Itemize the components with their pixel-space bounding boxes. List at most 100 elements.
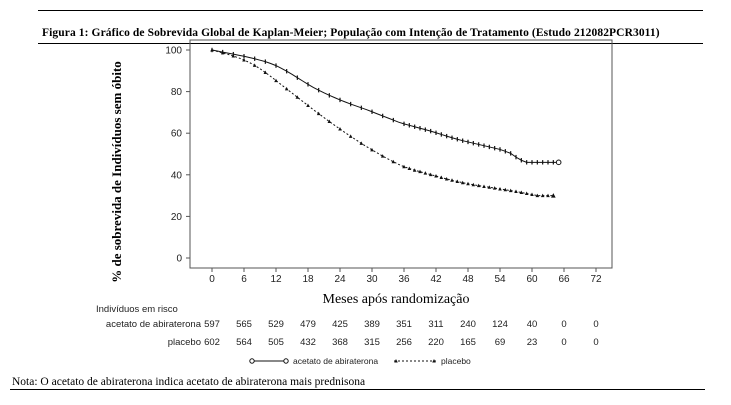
censor-mark bbox=[210, 48, 214, 52]
y-tick-label: 80 bbox=[171, 87, 183, 98]
censor-mark bbox=[220, 50, 225, 55]
censor-mark bbox=[546, 193, 550, 198]
risk-value: 0 bbox=[561, 337, 566, 348]
censor-mark bbox=[466, 181, 470, 186]
censor-mark bbox=[428, 172, 433, 177]
censor-mark bbox=[514, 189, 518, 193]
censor-mark bbox=[327, 119, 332, 124]
legend-marker bbox=[283, 358, 289, 364]
footnote: Nota: O acetato de abiraterona indica ac… bbox=[12, 376, 366, 388]
censor-mark bbox=[418, 169, 422, 174]
legend-marker bbox=[249, 358, 255, 364]
x-tick-label: 6 bbox=[241, 274, 247, 285]
title-underline bbox=[38, 43, 703, 44]
censor-mark bbox=[439, 175, 444, 180]
risk-value: 311 bbox=[428, 319, 443, 330]
x-tick-label: 24 bbox=[334, 274, 346, 285]
risk-row-label: placebo bbox=[168, 337, 201, 348]
censor-mark bbox=[455, 179, 460, 183]
placebo-curve bbox=[211, 49, 554, 197]
x-tick-label: 0 bbox=[209, 274, 215, 285]
censor-mark bbox=[524, 191, 529, 196]
x-tick-label: 48 bbox=[462, 274, 474, 285]
plot-frame bbox=[189, 39, 613, 269]
risk-value: 0 bbox=[593, 319, 598, 330]
censor-mark bbox=[242, 57, 246, 62]
risk-table: Indivíduos em risco acetato de abirateron… bbox=[96, 304, 599, 348]
censor-mark bbox=[487, 185, 492, 189]
censor-mark bbox=[338, 127, 342, 131]
x-tick-label: 66 bbox=[558, 274, 570, 285]
y-tick-label: 60 bbox=[171, 129, 183, 140]
curve-end-marker bbox=[551, 193, 556, 198]
risk-value: 315 bbox=[364, 337, 380, 348]
x-axis: 0 6 12 18 24 30 36 42 48 54 60 66 72 bbox=[209, 268, 602, 285]
censor-mark bbox=[263, 70, 268, 74]
censor-mark bbox=[535, 193, 540, 198]
risk-value: 165 bbox=[460, 337, 476, 348]
censor-mark bbox=[434, 174, 438, 178]
censor-mark bbox=[402, 164, 406, 169]
censor-mark bbox=[407, 166, 412, 171]
censor-mark bbox=[316, 111, 321, 116]
risk-value: 0 bbox=[593, 337, 598, 348]
risk-row-label: acetato de abiraterona bbox=[106, 319, 202, 330]
risk-value: 256 bbox=[396, 337, 412, 348]
x-tick-label: 54 bbox=[494, 274, 506, 285]
legend: acetato de abiraterona placebo bbox=[249, 356, 471, 366]
censor-mark bbox=[370, 147, 374, 152]
censor-mark bbox=[231, 54, 236, 58]
risk-value: 529 bbox=[268, 319, 284, 330]
risk-value: 597 bbox=[204, 319, 220, 330]
censor-mark bbox=[444, 176, 449, 181]
censor-mark bbox=[348, 134, 353, 138]
risk-value: 368 bbox=[332, 337, 348, 348]
x-tick-label: 72 bbox=[590, 274, 602, 285]
bottom-rule bbox=[10, 389, 705, 390]
censor-mark bbox=[540, 193, 545, 198]
survival-curves bbox=[210, 47, 562, 198]
censor-mark bbox=[530, 192, 534, 197]
risk-value: 432 bbox=[300, 337, 316, 348]
censor-mark bbox=[476, 183, 481, 188]
figure-title: Figura 1: Gráfico de Sobrevida Global de… bbox=[42, 27, 660, 39]
risk-value: 124 bbox=[492, 319, 508, 330]
risk-value: 505 bbox=[268, 337, 284, 348]
risk-value: 479 bbox=[300, 319, 316, 330]
censor-mark bbox=[519, 190, 524, 194]
y-tick-label: 20 bbox=[171, 212, 183, 223]
censor-mark bbox=[450, 178, 454, 182]
risk-value: 220 bbox=[428, 337, 444, 348]
y-tick-label: 40 bbox=[171, 170, 183, 181]
risk-value: 425 bbox=[332, 319, 348, 330]
censor-mark bbox=[306, 103, 310, 108]
risk-value: 565 bbox=[236, 319, 252, 330]
risk-value: 69 bbox=[495, 337, 506, 348]
y-axis: 0 20 40 60 80 100 bbox=[165, 46, 190, 265]
top-rule bbox=[38, 10, 703, 11]
risk-value: 23 bbox=[527, 337, 538, 348]
legend-label-placebo: placebo bbox=[441, 356, 471, 366]
censor-mark bbox=[252, 63, 257, 67]
risk-value: 0 bbox=[561, 319, 566, 330]
y-axis-label: % de sobrevida de Indivíduos sem óbito bbox=[109, 61, 124, 283]
censor-mark bbox=[471, 182, 476, 187]
censor-mark bbox=[492, 186, 497, 190]
censor-mark bbox=[380, 154, 385, 158]
legend-label-abiraterone: acetato de abiraterona bbox=[293, 356, 378, 366]
censor-mark bbox=[359, 141, 364, 145]
x-tick-label: 42 bbox=[430, 274, 442, 285]
censor-mark bbox=[295, 95, 300, 99]
censor-mark bbox=[274, 78, 278, 83]
risk-value: 389 bbox=[364, 319, 380, 330]
risk-value: 40 bbox=[527, 319, 538, 330]
x-tick-label: 30 bbox=[366, 274, 378, 285]
censor-mark bbox=[460, 180, 465, 185]
censor-mark bbox=[284, 86, 289, 91]
x-tick-label: 12 bbox=[270, 274, 282, 285]
curve-end-marker bbox=[555, 159, 562, 166]
risk-value: 564 bbox=[236, 337, 252, 348]
censor-mark bbox=[482, 184, 486, 188]
censor-mark bbox=[508, 188, 513, 193]
censor-mark bbox=[391, 159, 396, 164]
